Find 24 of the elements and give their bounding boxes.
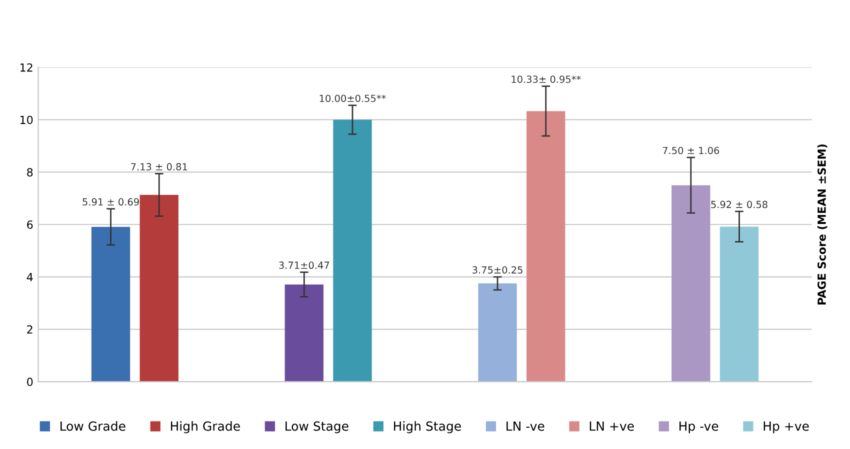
data-label: 7.50 ± 1.06 <box>662 146 720 154</box>
data-label: 3.75±0.25 <box>472 266 522 274</box>
legend-label: LN +ve <box>590 422 634 431</box>
y-tick-label: 10 <box>20 116 33 124</box>
legend-label: Low Stage <box>286 421 348 434</box>
data-label: 10.00±0.55** <box>320 94 386 102</box>
data-label: 10.33± 0.95** <box>512 76 581 83</box>
y-tick-label: 2 <box>27 325 32 334</box>
legend-label: Hp -ve <box>679 422 718 434</box>
legend-label: High Grade <box>170 421 240 434</box>
legend-label: High Stage <box>394 421 461 434</box>
data-label: 3.71±0.47 <box>279 262 330 269</box>
y-tick-label: 12 <box>20 63 32 72</box>
y-axis-title: PAGE Score (MEAN ±SEM) <box>817 144 828 304</box>
y-tick-label: 6 <box>27 220 33 229</box>
y-tick-label: 4 <box>26 273 33 282</box>
legend-label: Hp +ve <box>764 422 809 434</box>
data-label: 7.13 ± 0.81 <box>131 163 188 170</box>
legend-label: Low Grade <box>60 421 126 431</box>
legend-label: LN -ve <box>506 422 544 431</box>
data-label: 5.92 ± 0.58 <box>711 200 768 208</box>
y-tick-label: 0 <box>27 378 33 386</box>
data-label: 5.91 ± 0.69 <box>82 198 139 206</box>
y-tick-label: 8 <box>27 168 33 176</box>
